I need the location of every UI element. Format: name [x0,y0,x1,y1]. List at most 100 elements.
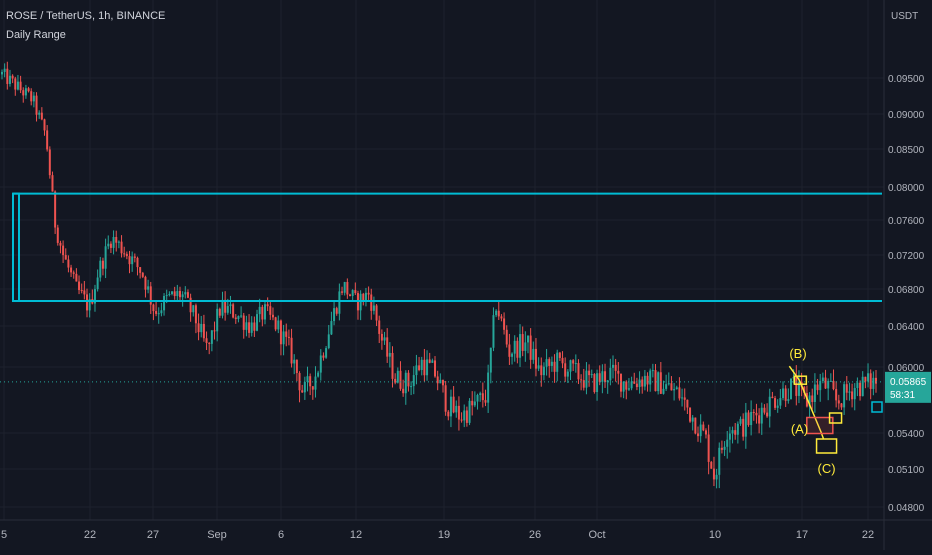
candle-body [447,411,450,417]
candle-body [147,286,150,290]
candle-body [630,381,633,389]
candle-body [351,290,354,296]
candle-body [508,344,511,357]
candle-body [782,388,785,399]
candle-body [386,337,389,357]
candle-body [495,310,498,316]
candle-body [582,380,585,388]
candle-body [572,360,575,364]
candle-body [163,296,166,311]
candle-body [149,286,152,305]
candle-body [683,397,686,400]
candle-body [726,439,729,447]
current-price-box [885,371,931,403]
candle-body [54,191,57,228]
candle-body [808,395,811,407]
candle-body [202,323,205,339]
candle-body [274,317,277,330]
candle-body [813,384,816,402]
candle-body [681,397,684,399]
candle-body [723,446,726,450]
x-tick-label: 19 [438,529,450,541]
candle-body [768,396,771,417]
candle-body [354,290,357,294]
candle-body [697,433,700,437]
candle-body [394,378,397,383]
candle-body [303,382,306,393]
candle-body [779,398,782,406]
countdown-label: 58:31 [890,390,915,401]
x-tick-label: 27 [147,529,159,541]
candle-body [678,387,681,399]
candle-body [564,363,567,377]
candle-body [441,379,444,386]
candle-body [245,322,248,330]
candle-body [301,390,304,393]
candle-body [744,412,747,437]
candle-body [317,372,320,377]
y-tick-label: 0.05100 [888,465,925,476]
candle-body [404,372,407,394]
candle-body [460,419,463,421]
candle-body [226,306,229,313]
candle-body [141,272,144,277]
candle-body [346,282,349,295]
candle-body [59,242,62,246]
candle-body [378,320,381,334]
candle-body [96,277,99,290]
wave-label: (C) [818,461,836,476]
candle-body [853,388,856,400]
candle-body [359,293,362,311]
candle-body [107,243,110,247]
candle-body [335,308,338,314]
candle-body [234,317,237,320]
y-tick-label: 0.06000 [888,363,925,374]
candle-body [590,374,593,376]
candle-body [710,461,713,469]
candle-body [511,353,514,357]
candle-body [774,398,777,408]
candle-body [314,376,317,390]
candle-body [426,359,429,376]
candle-body [383,337,386,341]
candle-body [840,403,843,408]
candle-body [99,260,102,278]
candle-body [532,348,535,360]
y-tick-label: 0.07600 [888,216,925,227]
candle-body [760,407,763,424]
candle-body [622,381,625,392]
candle-body [125,253,128,257]
candle-body [375,305,378,321]
candle-body [638,379,641,388]
candle-body [795,377,798,396]
candle-body [1,71,3,75]
candle-body [261,306,264,320]
candle-body [739,418,742,424]
indicator-label: Daily Range [6,29,66,41]
candle-body [370,294,373,311]
candle-body [861,376,864,397]
candle-body [22,90,25,96]
candle-body [736,423,739,435]
candle-body [444,385,447,412]
current-price-label: 0.05865 [890,377,927,388]
candle-body [341,291,344,293]
wave-b-box [793,375,808,385]
candle-body [479,393,482,395]
candle-body [771,396,774,399]
candle-body [62,245,65,256]
candle-body [707,434,710,462]
candle-body [468,400,471,423]
candle-body [643,375,646,387]
candle-body [561,357,564,364]
candle-body [463,410,466,421]
candle-body [577,363,580,380]
x-tick-label: 22 [84,529,96,541]
candle-body [452,396,455,413]
candle-body [864,376,867,382]
candle-body [702,424,705,431]
candle-body [606,380,609,383]
